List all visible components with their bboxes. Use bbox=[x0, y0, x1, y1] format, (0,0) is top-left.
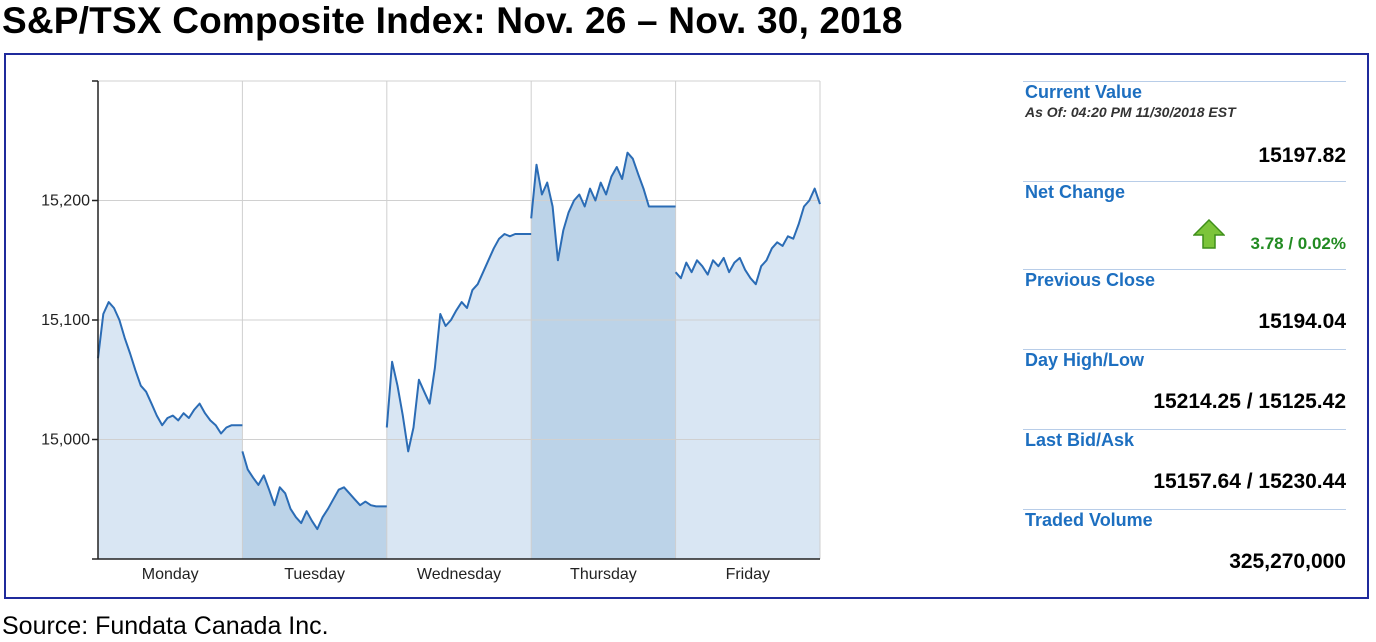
previous-close-value: 15194.04 bbox=[1258, 310, 1346, 333]
last-bid-ask-label: Last Bid/Ask bbox=[1025, 430, 1135, 450]
x-tick-label-wednesday: Wednesday bbox=[417, 566, 501, 583]
chart-panel: 15,000 15,100 15,200 Monday Tuesday Wednesday… bbox=[4, 53, 1369, 599]
series-line-friday bbox=[674, 187, 821, 286]
x-tick-label-thursday: Thursday bbox=[570, 566, 637, 583]
traded-volume-row: Traded Volume 325,270,000 bbox=[1023, 509, 1346, 590]
y-tick-label: 15,200 bbox=[41, 193, 90, 210]
y-tick-label: 15,000 bbox=[41, 432, 90, 449]
net-change-label: Net Change bbox=[1025, 182, 1126, 202]
series-line-thursday bbox=[530, 151, 676, 262]
net-change-value: 3.78 / 0.02% bbox=[1250, 234, 1346, 253]
area-thursday bbox=[531, 152, 676, 559]
x-tick-label-friday: Friday bbox=[726, 566, 770, 583]
intraday-chart: 15,000 15,100 15,200 Monday Tuesday Wednesday… bbox=[41, 80, 821, 583]
net-change-row: Net Change 3.78 / 0.02% bbox=[1023, 181, 1346, 270]
current-value-label: Current Value bbox=[1025, 82, 1143, 102]
previous-close-label: Previous Close bbox=[1025, 270, 1156, 290]
as-of-timestamp: As Of: 04:20 PM 11/30/2018 EST bbox=[1025, 104, 1236, 120]
last-bid-ask-value: 15157.64 / 15230.44 bbox=[1153, 470, 1346, 493]
traded-volume-label: Traded Volume bbox=[1025, 510, 1153, 530]
series-line-monday bbox=[97, 301, 243, 435]
current-value: 15197.82 bbox=[1258, 144, 1346, 167]
last-bid-ask-row: Last Bid/Ask 15157.64 / 15230.44 bbox=[1023, 429, 1346, 510]
y-tick-label: 15,100 bbox=[41, 312, 90, 329]
day-high-low-row: Day High/Low 15214.25 / 15125.42 bbox=[1023, 349, 1346, 430]
day-high-low-value: 15214.25 / 15125.42 bbox=[1153, 390, 1346, 413]
previous-close-row: Previous Close 15194.04 bbox=[1023, 269, 1346, 350]
series-line-tuesday bbox=[241, 451, 387, 531]
x-tick-label-tuesday: Tuesday bbox=[284, 566, 345, 583]
source-note: Source: Fundata Canada Inc. bbox=[2, 612, 329, 640]
day-high-low-label: Day High/Low bbox=[1025, 350, 1145, 370]
traded-volume-value: 325,270,000 bbox=[1229, 550, 1346, 573]
x-tick-label-monday: Monday bbox=[142, 566, 199, 583]
area-wednesday bbox=[386, 234, 532, 559]
up-arrow-icon bbox=[1193, 219, 1225, 249]
current-value-row: Current Value As Of: 04:20 PM 11/30/2018… bbox=[1023, 81, 1346, 180]
page-title: S&P/TSX Composite Index: Nov. 26 – Nov. … bbox=[2, 0, 903, 41]
area-tuesday bbox=[242, 451, 387, 559]
series-line-wednesday bbox=[385, 233, 532, 453]
area-friday bbox=[675, 188, 820, 559]
